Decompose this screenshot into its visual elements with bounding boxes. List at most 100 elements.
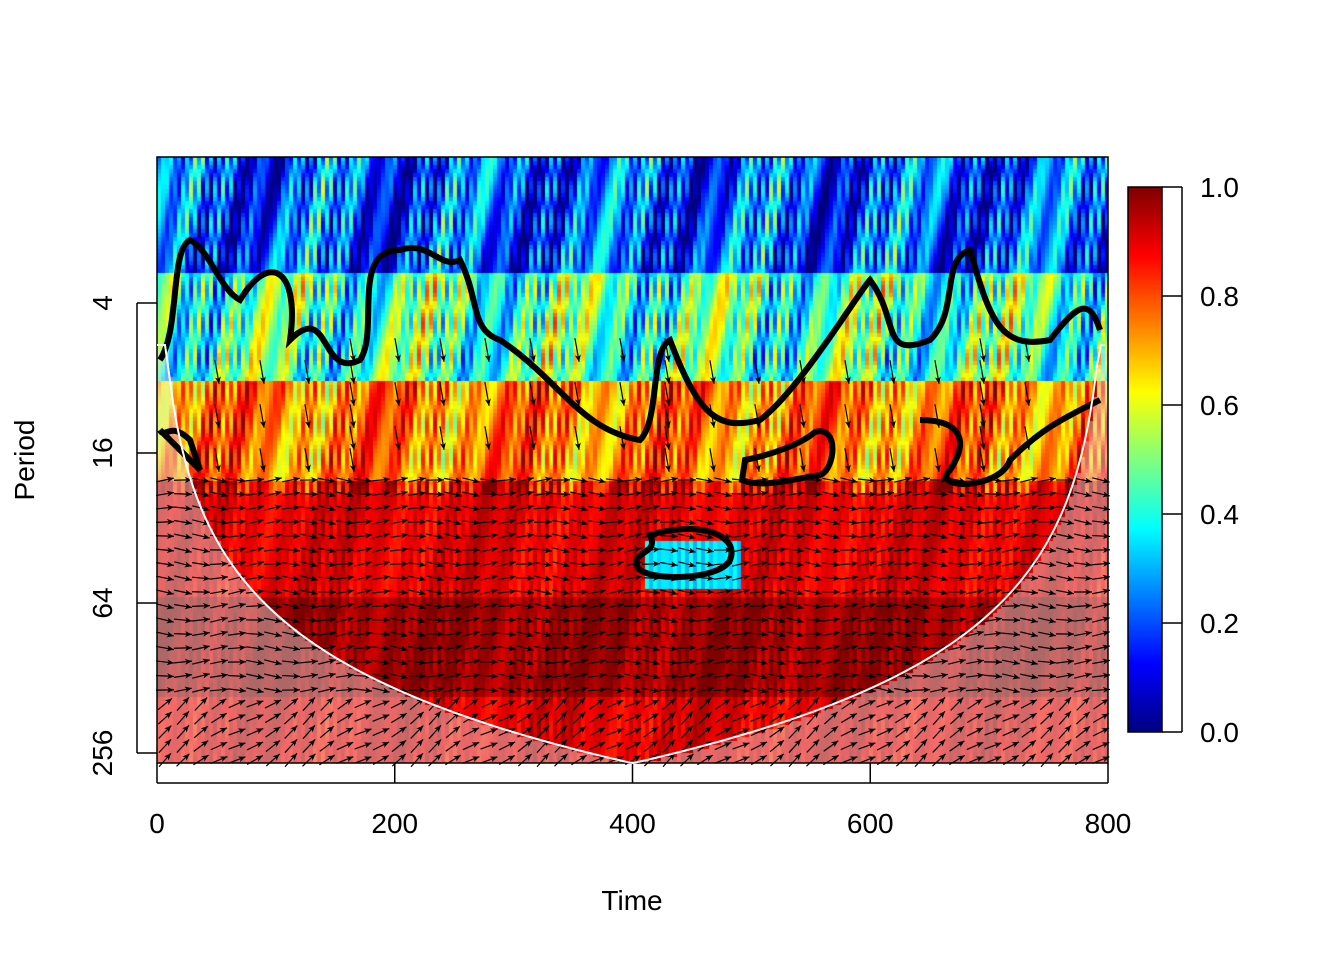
phase-arrow	[304, 404, 311, 428]
phase-arrow	[732, 714, 750, 722]
phase-arrow	[875, 602, 895, 609]
phase-arrow	[844, 448, 851, 472]
phase-arrow	[157, 711, 173, 725]
phase-arrow	[444, 477, 462, 484]
phase-arrow	[839, 560, 859, 567]
phase-arrow	[966, 644, 984, 651]
phase-arrow	[664, 448, 671, 472]
phase-arrow	[966, 491, 984, 498]
phase-arrow	[875, 476, 895, 483]
phase-arrow	[480, 742, 498, 750]
phase-arrow	[714, 741, 732, 751]
phase-arrow	[932, 724, 946, 740]
x-tick-label: 200	[371, 808, 418, 839]
phase-arrow	[768, 631, 786, 638]
phase-arrow	[264, 659, 282, 666]
phase-arrow	[408, 561, 426, 568]
phase-arrow	[552, 561, 570, 568]
phase-arrow	[299, 617, 319, 624]
phase-arrow	[194, 711, 208, 725]
phase-arrow	[588, 644, 606, 651]
phase-arrow	[1055, 617, 1075, 624]
phase-arrow	[227, 687, 247, 694]
phase-arrow	[660, 490, 678, 497]
phase-arrow	[371, 617, 391, 624]
phase-arrow	[785, 686, 805, 693]
phase-arrow	[264, 518, 282, 525]
colorbar-axis: 0.0 0.2 0.4 0.6 0.8 1.0	[1162, 172, 1239, 748]
phase-arrow	[732, 687, 750, 694]
phase-arrow	[588, 477, 606, 484]
phase-arrow	[822, 630, 840, 637]
phase-arrow	[1019, 589, 1039, 596]
phase-arrow	[300, 561, 318, 568]
phase-arrow	[444, 547, 462, 554]
phase-arrow	[353, 658, 373, 665]
phase-arrow	[1056, 686, 1074, 693]
phase-arrow	[354, 546, 372, 553]
phase-arrow	[1038, 617, 1056, 624]
phase-arrow	[192, 644, 210, 651]
phase-arrow	[191, 616, 211, 623]
phase-arrow	[680, 724, 694, 740]
phase-arrow	[246, 574, 264, 581]
colorbar-gradient	[1128, 187, 1162, 732]
phase-arrow	[588, 574, 606, 581]
phase-arrow	[1038, 575, 1056, 582]
phase-arrow	[624, 490, 642, 497]
phase-arrow	[551, 617, 571, 624]
phase-arrow	[1038, 589, 1056, 596]
phase-arrow	[394, 382, 401, 406]
phase-arrow	[911, 518, 931, 525]
phase-arrow	[619, 382, 626, 406]
phase-arrow	[536, 711, 550, 725]
phase-arrow	[444, 533, 462, 540]
phase-arrow	[228, 630, 246, 637]
phase-arrow	[806, 696, 820, 712]
phase-arrow	[947, 616, 967, 623]
colorbar-tick-label: 0.0	[1200, 717, 1239, 748]
phase-arrow	[426, 561, 444, 568]
phase-arrow	[983, 673, 1003, 680]
phase-arrow	[822, 644, 840, 651]
phase-arrow	[857, 630, 877, 637]
phase-arrow	[979, 404, 986, 428]
phase-arrow	[587, 519, 607, 526]
phase-arrow	[786, 645, 804, 652]
phase-arrow	[606, 699, 624, 709]
phase-arrow	[551, 505, 571, 512]
phase-arrow	[822, 491, 840, 498]
phase-arrow	[354, 588, 372, 595]
phase-arrow	[984, 728, 1002, 736]
phase-arrow	[1037, 533, 1057, 540]
phase-arrow	[624, 546, 642, 553]
phase-arrow	[210, 672, 228, 679]
phase-arrow	[443, 589, 463, 596]
phase-arrow	[876, 504, 894, 511]
phase-arrow	[876, 659, 894, 666]
phase-arrow	[875, 631, 895, 638]
phase-arrow	[930, 547, 948, 554]
phase-arrow	[750, 532, 768, 539]
phase-arrow	[588, 741, 606, 751]
phase-arrow	[337, 712, 353, 724]
phase-arrow	[948, 547, 966, 554]
phase-arrow	[336, 727, 354, 737]
phase-arrow	[263, 546, 283, 553]
phase-arrow	[498, 532, 516, 539]
phase-arrow	[498, 659, 516, 666]
phase-arrow	[209, 574, 229, 581]
phase-arrow	[714, 602, 732, 609]
phase-arrow	[876, 727, 894, 737]
phase-arrow	[786, 575, 804, 582]
phase-arrow	[1074, 547, 1092, 554]
phase-arrow	[642, 712, 660, 724]
phase-arrow	[354, 532, 372, 539]
phase-arrow	[426, 575, 444, 582]
phase-arrow	[768, 532, 786, 539]
phase-arrow	[1002, 574, 1020, 581]
phase-arrow	[966, 574, 984, 581]
phase-arrow	[302, 710, 316, 726]
phase-arrow	[589, 698, 605, 710]
phase-arrow	[245, 476, 265, 483]
